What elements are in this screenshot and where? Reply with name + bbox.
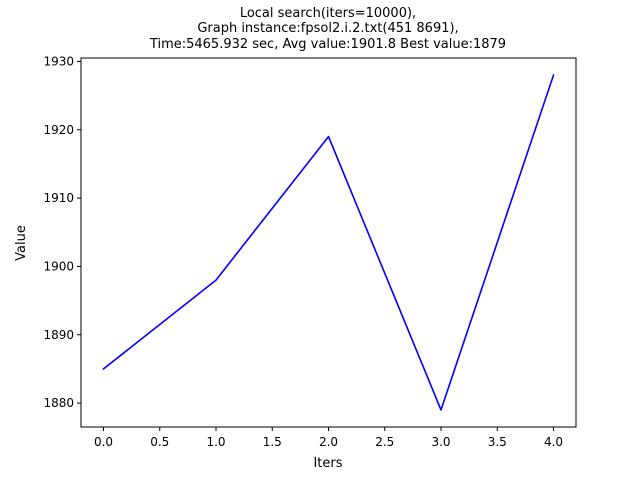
- x-tick-label: 1.0: [206, 435, 225, 449]
- plot-area: 0.0 0.5 1.0 1.5 2.0 2.5 3.0 3.5 4.0 1880 1890 1900 1…: [43, 54, 577, 449]
- x-tick-label: 3.5: [488, 435, 507, 449]
- x-tick-label: 0.0: [94, 435, 113, 449]
- y-tick-label: 1880: [43, 396, 74, 410]
- x-tick-label: 1.5: [263, 435, 282, 449]
- y-tick-label: 1900: [43, 259, 74, 273]
- x-tick-label: 2.0: [319, 435, 338, 449]
- y-tick-label: 1890: [43, 328, 74, 342]
- y-tick-label: 1930: [43, 54, 74, 68]
- y-axis-label: Value: [14, 225, 29, 261]
- y-tick-label: 1910: [43, 191, 74, 205]
- chart-title-line-3: Time:5465.932 sec, Avg value:1901.8 Best…: [149, 37, 506, 52]
- x-tick-label: 0.5: [150, 435, 169, 449]
- x-axis-label: Iters: [313, 456, 342, 471]
- chart-title-line-2: Graph instance:fpsol2.i.2.txt(451 8691),: [197, 21, 458, 36]
- y-tick-label: 1920: [43, 123, 74, 137]
- x-tick-label: 3.0: [431, 435, 450, 449]
- chart-title: Local search(iters=10000), Graph instanc…: [149, 6, 506, 52]
- x-tick-label: 2.5: [375, 435, 394, 449]
- x-tick-label: 4.0: [544, 435, 563, 449]
- chart-title-line-1: Local search(iters=10000),: [240, 6, 416, 21]
